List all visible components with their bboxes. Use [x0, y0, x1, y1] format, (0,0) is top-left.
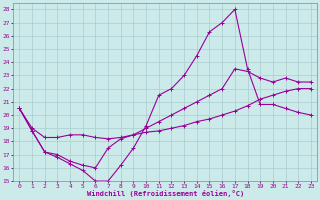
X-axis label: Windchill (Refroidissement éolien,°C): Windchill (Refroidissement éolien,°C) [86, 190, 244, 197]
